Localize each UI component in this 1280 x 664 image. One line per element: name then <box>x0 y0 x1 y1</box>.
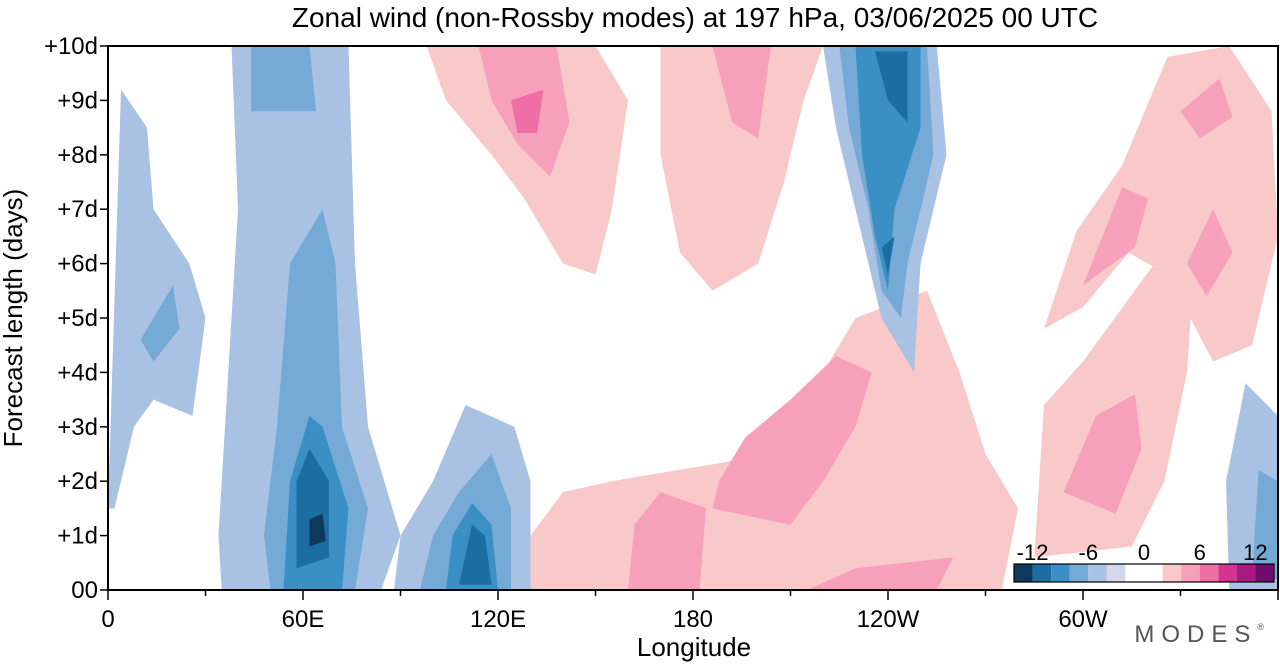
contour-neg10-31 <box>875 51 908 123</box>
y-tick-label: +10d <box>44 33 98 60</box>
x-tick-label: 180 <box>673 606 713 633</box>
contour-neg10-30 <box>459 524 492 585</box>
colorbar-label: 12 <box>1243 540 1267 565</box>
y-tick-label: +5d <box>57 305 98 332</box>
contour-pos2-2 <box>660 46 823 291</box>
colorbar-frame <box>1013 563 1275 583</box>
x-tick-label: 60W <box>1058 606 1108 633</box>
contour-fields <box>108 46 1278 590</box>
contour-neg6-24 <box>1252 470 1278 580</box>
y-tick-label: +9d <box>57 87 98 114</box>
colorbar-swatch <box>1181 564 1200 582</box>
colorbar-label: -6 <box>1079 540 1099 565</box>
colorbar-swatch <box>1199 564 1219 582</box>
x-axis-label: Longitude <box>637 632 751 662</box>
contour-neg4-8 <box>108 89 206 509</box>
x-tick-label: 120W <box>857 606 920 633</box>
contour-neg10-32 <box>881 236 895 275</box>
contour-pos4-17 <box>1187 209 1233 297</box>
y-tick-label: +1d <box>57 523 98 550</box>
contour-pos4-12 <box>806 557 953 590</box>
x-tick-label: 60E <box>282 606 325 633</box>
colorbar-swatch <box>1088 564 1107 582</box>
colorbar-label: 0 <box>1138 540 1150 565</box>
y-axis: 00 +1d +2d +3d +4d +5d +6d +7d +8d +9d +10d <box>44 33 108 604</box>
y-tick-label: +6d <box>57 251 98 278</box>
colorbar-swatch <box>1106 564 1126 582</box>
contour-pos2-1 <box>426 46 628 275</box>
colorbar-swatch <box>1069 564 1089 582</box>
y-tick-label: +2d <box>57 468 98 495</box>
colorbar: -12 -6 0 6 12 <box>1013 540 1275 583</box>
contour-neg6-23 <box>140 285 180 362</box>
contour-neg12-33 <box>309 513 326 547</box>
contour-pos4-10 <box>628 492 706 590</box>
colorbar-label: -12 <box>1017 540 1049 565</box>
x-tick-label: 120E <box>470 606 526 633</box>
colorbar-swatch <box>1236 564 1256 582</box>
colorbar-swatch <box>1125 564 1163 582</box>
colorbar-swatch <box>1051 564 1070 582</box>
contour-pos4-15 <box>1063 394 1142 514</box>
contour-pos4-11 <box>712 356 872 525</box>
modes-logo: MODES® <box>1134 621 1264 648</box>
colorbar-swatch <box>1032 564 1052 582</box>
y-tick-label: 00 <box>71 577 98 604</box>
y-tick-label: +8d <box>57 142 98 169</box>
chart-title: Zonal wind (non-Rossby modes) at 197 hPa… <box>292 2 1098 33</box>
x-axis: 0 60E 120E 180 120W 60W <box>101 590 1279 633</box>
colorbar-swatch <box>1162 564 1182 582</box>
y-tick-label: +3d <box>57 414 98 441</box>
colorbar-swatch <box>1218 564 1237 582</box>
colorbar-swatch <box>1014 564 1033 582</box>
contour-pos4-16 <box>1083 187 1148 286</box>
y-axis-label: Forecast length (days) <box>0 189 28 448</box>
contour-pos4-14 <box>712 46 771 139</box>
contour-pos6-25 <box>511 89 544 133</box>
y-tick-label: +4d <box>57 359 98 386</box>
x-tick-label: 0 <box>101 606 114 633</box>
colorbar-swatch <box>1255 564 1274 582</box>
contour-neg6-20 <box>251 46 316 112</box>
y-tick-label: +7d <box>57 196 98 223</box>
contour-pos4-18 <box>1180 78 1233 139</box>
colorbar-label: 6 <box>1194 540 1206 565</box>
